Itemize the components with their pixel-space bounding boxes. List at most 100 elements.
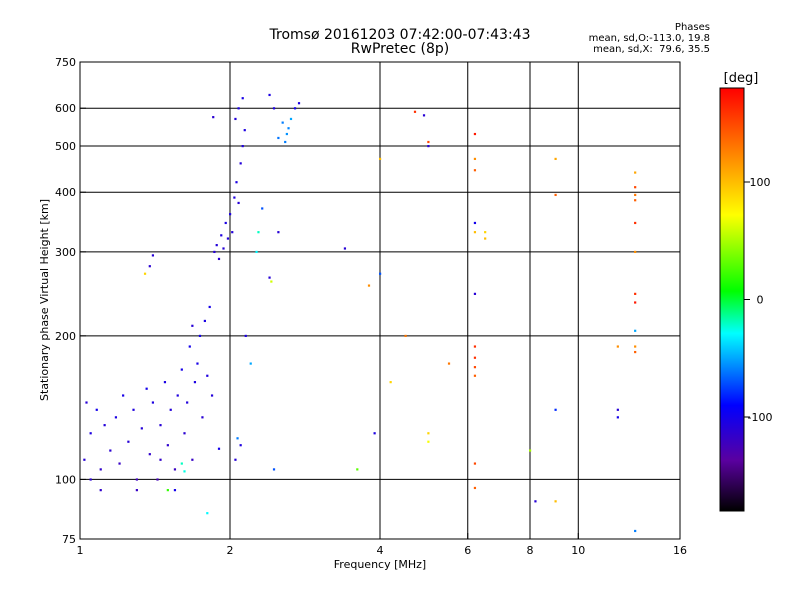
data-point bbox=[176, 394, 179, 397]
data-point bbox=[473, 366, 477, 369]
data-point bbox=[634, 171, 637, 174]
x-tick-label: 8 bbox=[527, 544, 534, 557]
x-tick-label: 6 bbox=[464, 544, 471, 557]
data-point bbox=[208, 305, 211, 309]
data-point bbox=[634, 345, 637, 348]
y-axis-label: Stationary phase Virtual Height [km] bbox=[38, 199, 51, 401]
data-point bbox=[226, 237, 230, 240]
data-point bbox=[233, 196, 236, 199]
data-point bbox=[473, 345, 477, 348]
data-point bbox=[427, 140, 430, 144]
colorbar bbox=[719, 87, 745, 512]
chart-title: Tromsø 20161203 07:42:00-07:43:43 bbox=[269, 27, 531, 43]
data-point bbox=[634, 301, 637, 304]
data-point bbox=[212, 116, 215, 119]
x-tick-label: 16 bbox=[673, 544, 687, 557]
data-point bbox=[427, 432, 430, 435]
data-point bbox=[217, 447, 221, 450]
data-point bbox=[114, 416, 118, 419]
data-point bbox=[243, 129, 246, 132]
data-point bbox=[229, 213, 232, 216]
data-point bbox=[554, 408, 557, 411]
x-tick-label: 4 bbox=[377, 544, 384, 557]
data-point bbox=[103, 424, 106, 427]
data-point bbox=[473, 486, 477, 490]
data-point bbox=[166, 444, 169, 447]
data-point bbox=[297, 102, 301, 105]
data-point bbox=[163, 381, 167, 384]
data-point bbox=[210, 394, 214, 397]
y-tick-label: 600 bbox=[55, 102, 76, 115]
data-point bbox=[473, 292, 477, 295]
data-point bbox=[473, 374, 477, 377]
phases-title: Phases bbox=[674, 22, 710, 33]
data-point bbox=[268, 276, 271, 279]
data-point bbox=[239, 162, 242, 165]
data-point bbox=[140, 427, 143, 430]
data-point bbox=[191, 458, 194, 461]
data-point bbox=[554, 193, 557, 197]
data-point bbox=[217, 257, 221, 261]
data-point bbox=[473, 132, 477, 136]
data-point bbox=[554, 157, 557, 161]
data-point bbox=[473, 157, 477, 161]
data-point bbox=[206, 374, 209, 377]
data-point bbox=[634, 350, 637, 354]
data-point bbox=[83, 458, 86, 461]
data-point bbox=[224, 221, 227, 225]
data-point bbox=[186, 401, 189, 404]
data-point bbox=[534, 500, 537, 503]
data-point bbox=[127, 440, 130, 443]
data-point bbox=[634, 221, 637, 225]
data-point bbox=[272, 107, 276, 110]
data-point bbox=[616, 416, 619, 419]
data-point bbox=[215, 244, 218, 247]
gridlines bbox=[80, 62, 680, 539]
data-point bbox=[413, 110, 417, 113]
data-point bbox=[554, 500, 557, 503]
data-point bbox=[235, 181, 238, 184]
data-point bbox=[206, 512, 209, 515]
data-point bbox=[484, 237, 487, 240]
data-point bbox=[191, 324, 194, 327]
data-point bbox=[427, 144, 430, 148]
data-point bbox=[241, 144, 244, 148]
data-point bbox=[616, 408, 619, 411]
data-point bbox=[634, 529, 637, 533]
data-point bbox=[289, 117, 293, 121]
data-point bbox=[143, 272, 147, 275]
data-point bbox=[356, 468, 359, 471]
colorbar-tick-label: 100 bbox=[750, 176, 771, 189]
data-point bbox=[404, 334, 407, 338]
data-point bbox=[261, 207, 264, 210]
colorbar-ticks: 100 0 -100 bbox=[744, 176, 772, 424]
y-tick-label: 300 bbox=[55, 246, 76, 259]
data-point bbox=[473, 356, 477, 359]
data-point bbox=[484, 231, 487, 234]
data-point bbox=[95, 408, 98, 411]
data-point bbox=[293, 107, 297, 110]
data-point bbox=[529, 449, 532, 452]
colorbar-tick-label: 0 bbox=[757, 294, 764, 307]
data-point bbox=[173, 489, 177, 492]
data-point bbox=[135, 478, 138, 481]
stat-x-mode: mean, sd,X: 79.6, 35.5 bbox=[593, 44, 710, 55]
data-point bbox=[166, 489, 169, 492]
colorbar-tick-label: -100 bbox=[748, 411, 773, 424]
chart-subtitle: RwPretec (8p) bbox=[350, 41, 450, 57]
data-point bbox=[169, 408, 172, 411]
data-point bbox=[109, 449, 112, 452]
x-tick-label: 2 bbox=[227, 544, 234, 557]
x-tick-label: 10 bbox=[571, 544, 585, 557]
y-tick-label: 400 bbox=[55, 186, 76, 199]
data-point bbox=[151, 254, 155, 257]
data-point bbox=[379, 157, 382, 161]
y-tick-label: 75 bbox=[62, 533, 76, 546]
data-point bbox=[180, 462, 183, 465]
y-tick-label: 200 bbox=[55, 330, 76, 343]
data-point bbox=[148, 453, 151, 456]
data-point bbox=[85, 401, 88, 404]
data-point bbox=[634, 193, 637, 197]
data-point bbox=[277, 231, 280, 234]
